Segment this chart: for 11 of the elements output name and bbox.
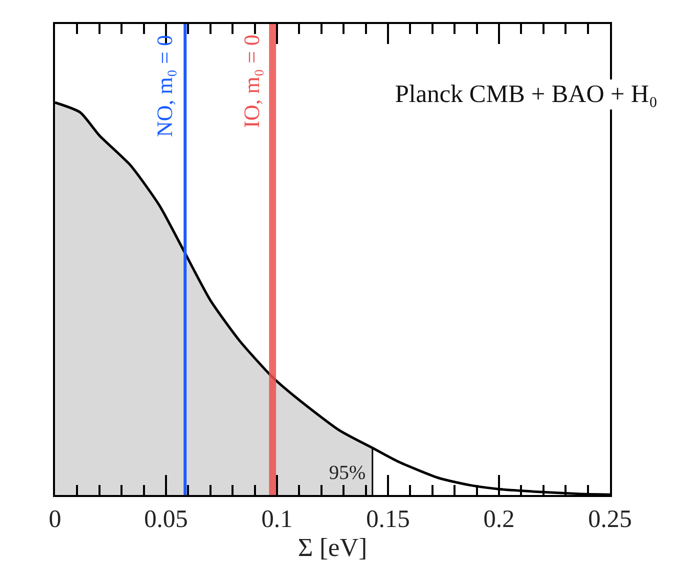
annotation: Planck CMB + BAO + H₀ xyxy=(395,81,658,108)
annotation: 95% xyxy=(329,462,366,484)
x-tick-label: 0.1 xyxy=(261,506,293,533)
x-tick-label: 0.05 xyxy=(144,506,188,533)
x-tick-label: 0 xyxy=(48,506,62,533)
ref-line-label: IO, m₀ = 0 xyxy=(239,34,264,128)
x-tick-label: 0.25 xyxy=(588,506,632,533)
x-tick-label: 0.2 xyxy=(483,506,515,533)
ref-line-label: NO, m₀ = 0 xyxy=(152,35,178,138)
x-axis-title: Σ [eV] xyxy=(298,533,368,562)
x-tick-label: 0.15 xyxy=(366,506,410,533)
